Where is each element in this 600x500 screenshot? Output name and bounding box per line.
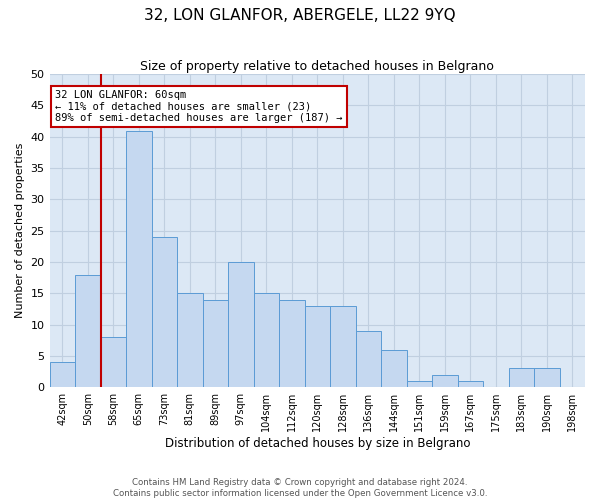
- Title: Size of property relative to detached houses in Belgrano: Size of property relative to detached ho…: [140, 60, 494, 73]
- Bar: [228, 262, 254, 387]
- Bar: [254, 294, 279, 387]
- Bar: [458, 381, 483, 387]
- Text: 32, LON GLANFOR, ABERGELE, LL22 9YQ: 32, LON GLANFOR, ABERGELE, LL22 9YQ: [144, 8, 456, 22]
- Bar: [509, 368, 534, 387]
- Bar: [279, 300, 305, 387]
- Bar: [432, 374, 458, 387]
- Bar: [101, 337, 126, 387]
- Bar: [203, 300, 228, 387]
- Bar: [75, 274, 101, 387]
- Bar: [534, 368, 560, 387]
- Bar: [381, 350, 407, 387]
- Text: Contains HM Land Registry data © Crown copyright and database right 2024.
Contai: Contains HM Land Registry data © Crown c…: [113, 478, 487, 498]
- Bar: [407, 381, 432, 387]
- Bar: [330, 306, 356, 387]
- Y-axis label: Number of detached properties: Number of detached properties: [15, 143, 25, 318]
- Bar: [126, 130, 152, 387]
- Text: 32 LON GLANFOR: 60sqm
← 11% of detached houses are smaller (23)
89% of semi-deta: 32 LON GLANFOR: 60sqm ← 11% of detached …: [55, 90, 343, 123]
- Bar: [305, 306, 330, 387]
- X-axis label: Distribution of detached houses by size in Belgrano: Distribution of detached houses by size …: [164, 437, 470, 450]
- Bar: [356, 331, 381, 387]
- Bar: [177, 294, 203, 387]
- Bar: [50, 362, 75, 387]
- Bar: [152, 237, 177, 387]
